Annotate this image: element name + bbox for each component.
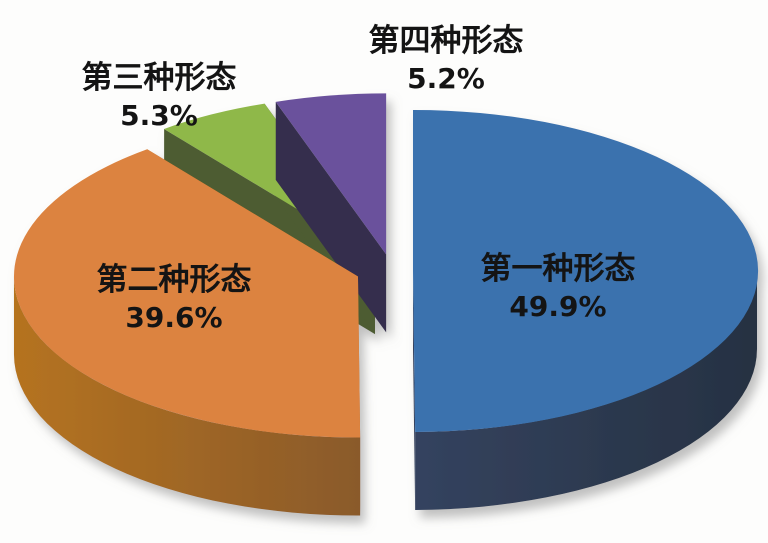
slice-side-wall — [413, 270, 416, 510]
pie-slice-2 — [13, 149, 361, 516]
slice-top-face — [13, 149, 361, 438]
pie-slice-1 — [413, 109, 759, 510]
pie-slice-4 — [275, 93, 387, 333]
slice-rim-wall — [13, 276, 361, 516]
pie-3d — [13, 93, 759, 516]
slice-rim-wall — [415, 270, 757, 510]
slice-side-wall — [275, 101, 387, 333]
slice-top-face — [275, 93, 387, 255]
slice-top-face — [413, 109, 759, 432]
